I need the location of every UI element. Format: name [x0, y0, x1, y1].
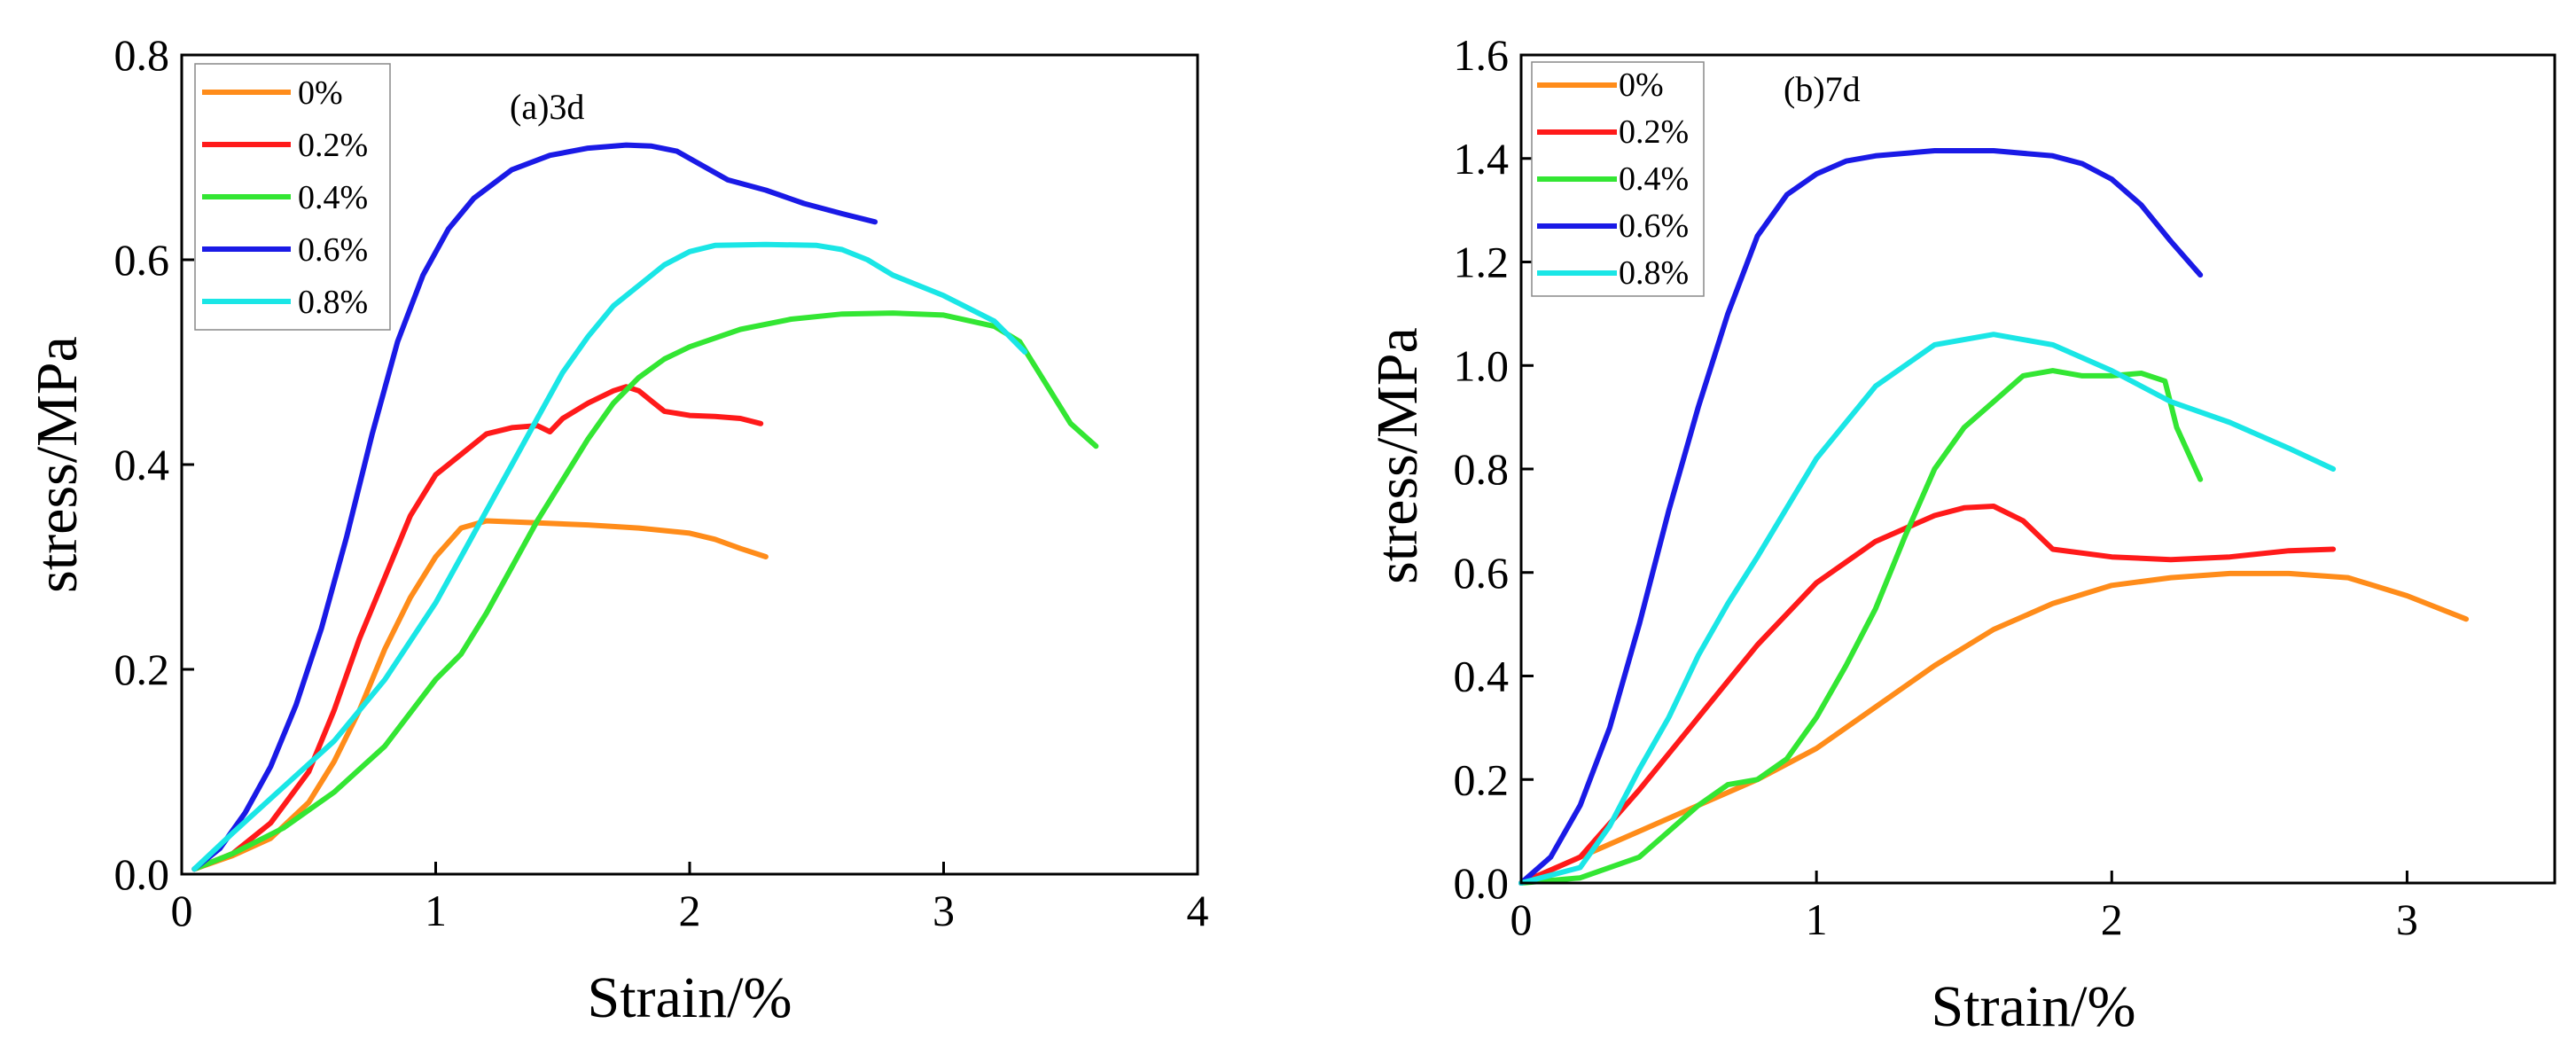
- legend-a: 0% 0.2% 0.4% 0.6% 0.8%: [194, 63, 391, 331]
- series-line-a-0pct: [191, 518, 769, 872]
- y-tick-label-b-0: 0.0: [1454, 858, 1510, 908]
- legend-label-0-4: 0.4%: [298, 179, 368, 216]
- legend-label-0-8: 0.8%: [1619, 254, 1689, 292]
- y-tick-label-b-7: 1.4: [1454, 134, 1510, 184]
- legend-label-0: 0%: [1619, 66, 1664, 104]
- panel-title-b: (b)7d: [1784, 69, 1861, 109]
- legend-label-0-6: 0.6%: [298, 231, 368, 269]
- x-tick-label-b-0: 0: [1510, 895, 1533, 944]
- legend-label-0-2: 0.2%: [1619, 113, 1689, 151]
- x-tick-label-b-2: 2: [2101, 895, 2123, 944]
- x-axis-title-a: Strain/%: [588, 965, 792, 1030]
- series-line-b-0-6pct: [1518, 148, 2204, 886]
- x-tick-label-a-2: 2: [679, 886, 701, 935]
- x-tick-label-a-3: 3: [933, 886, 955, 935]
- series-line-a-0-6pct: [191, 142, 878, 872]
- chart-panel-a: 0 1 2 3 4 0.0 0.2 0.4 0.6 0.8 (a)3d Strain/% stre…: [25, 30, 1209, 1030]
- legend-label-0: 0%: [298, 74, 343, 112]
- y-tick-label-b-6: 1.2: [1454, 238, 1510, 287]
- y-axis-title-b: stress/MPa: [1365, 327, 1430, 584]
- y-tick-label-a-4: 0.8: [114, 30, 170, 80]
- y-tick-label-b-2: 0.4: [1454, 652, 1510, 701]
- x-tick-label-a-0: 0: [171, 886, 193, 935]
- legend-label-0-8: 0.8%: [298, 284, 368, 321]
- x-axis-title-b: Strain/%: [1932, 974, 2136, 1039]
- legend-label-0-6: 0.6%: [1619, 207, 1689, 245]
- panel-title-a: (a)3d: [510, 87, 584, 127]
- series-line-a-0-8pct: [191, 241, 1028, 872]
- legend-label-0-2: 0.2%: [298, 127, 368, 164]
- axis-ticks-a: 0 1 2 3 4 0.0 0.2 0.4 0.6 0.8: [114, 30, 1209, 935]
- y-tick-label-a-3: 0.6: [114, 235, 170, 285]
- y-tick-label-a-2: 0.4: [114, 440, 170, 489]
- x-tick-label-a-4: 4: [1187, 886, 1209, 935]
- series-line-b-0-2pct: [1518, 504, 2337, 886]
- series-line-b-0-4pct: [1518, 368, 2204, 886]
- y-tick-label-b-5: 1.0: [1454, 340, 1510, 390]
- y-tick-label-a-1: 0.2: [114, 645, 170, 694]
- axis-ticks-b: 0 1 2 3 0.0 0.2 0.4 0.6 0.8 1.0 1.2 1.4 1.6: [1454, 30, 2418, 944]
- legend-b: 0% 0.2% 0.4% 0.6% 0.8%: [1531, 61, 1705, 297]
- chart-panel-b: 0 1 2 3 0.0 0.2 0.4 0.6 0.8 1.0 1.2 1.4 1.6 (b)7d St…: [1365, 30, 2556, 1039]
- y-tick-label-b-4: 0.8: [1454, 444, 1510, 494]
- legend-label-0-4: 0.4%: [1619, 160, 1689, 198]
- y-tick-label-b-1: 0.2: [1454, 754, 1510, 804]
- series-layer-b: [1518, 148, 2470, 886]
- x-tick-label-b-3: 3: [2396, 895, 2418, 944]
- series-line-a-0-2pct: [191, 384, 764, 872]
- y-axis-title-a: stress/MPa: [25, 336, 90, 593]
- x-tick-label-a-1: 1: [425, 886, 447, 935]
- y-tick-label-b-3: 0.6: [1454, 548, 1510, 598]
- series-line-a-0-4pct: [191, 310, 1099, 872]
- series-layer-a: [191, 142, 1099, 872]
- series-line-b-0-8pct: [1518, 332, 2337, 886]
- x-tick-label-b-1: 1: [1806, 895, 1828, 944]
- series-line-b-0pct: [1518, 570, 2470, 886]
- y-tick-label-b-8: 1.6: [1454, 30, 1510, 80]
- y-tick-label-a-0: 0.0: [114, 849, 170, 899]
